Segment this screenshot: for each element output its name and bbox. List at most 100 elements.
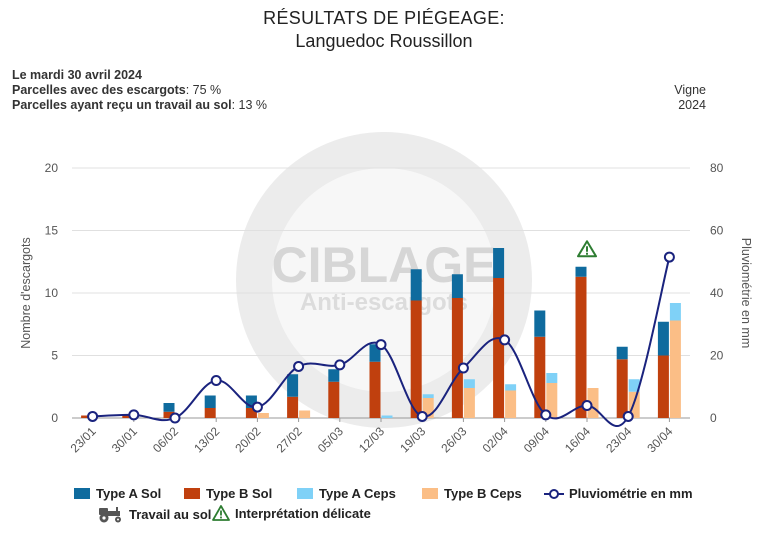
legend-swatch <box>297 488 313 499</box>
legend-label: Type A Sol <box>96 486 162 501</box>
x-tick-label: 19/03 <box>397 424 428 455</box>
rainfall-point <box>251 401 263 413</box>
bar-type-b-ceps <box>422 398 434 418</box>
bar-type-a-ceps <box>669 303 681 321</box>
legend-swatch <box>184 488 200 499</box>
bar-type-a-sol <box>410 269 422 301</box>
y2-tick-label: 20 <box>710 349 724 363</box>
tractor-icon <box>99 507 121 523</box>
x-tick-label: 26/03 <box>438 424 469 455</box>
bar-type-b-sol <box>163 411 175 418</box>
x-tick-label: 30/01 <box>109 424 140 455</box>
bar-type-a-sol <box>204 395 216 408</box>
bar-type-a-sol <box>287 374 299 397</box>
bar-type-a-sol <box>534 310 546 337</box>
bar-type-a-ceps <box>381 415 393 418</box>
bar-type-b-sol <box>616 359 628 418</box>
y-tick-label: 20 <box>45 161 59 175</box>
y-tick-label: 0 <box>51 411 58 425</box>
legend-item-pluviometrie[interactable]: Pluviométrie en mm <box>544 486 693 501</box>
line-marker-icon <box>544 488 564 499</box>
parcelles-label: Parcelles avec des escargots <box>12 83 186 97</box>
bar-type-b-ceps <box>505 390 517 418</box>
parcelles-value: : 75 % <box>185 83 222 97</box>
legend-label: Type B Ceps <box>444 486 522 501</box>
legend-item-type-b-sol[interactable]: Type B Sol <box>184 486 272 501</box>
bar-type-b-sol <box>534 336 546 418</box>
rainfall-point <box>210 375 222 386</box>
rainfall-point <box>375 339 387 351</box>
legend-swatch <box>422 488 438 499</box>
x-tick-label: 13/02 <box>191 424 222 455</box>
legend-label: Interprétation délicate <box>235 505 371 521</box>
rainfall-point <box>499 334 511 346</box>
bar-type-a-ceps <box>463 379 475 388</box>
bar-type-a-sol <box>451 274 463 298</box>
crop-year: 2024 <box>678 98 706 112</box>
rainfall-point <box>581 400 593 411</box>
bar-type-b-sol <box>451 298 463 418</box>
crop-block: Vigne 2024 <box>674 83 706 113</box>
bar-type-a-sol <box>245 395 257 408</box>
rainfall-point <box>622 410 634 422</box>
x-tick-label: 09/04 <box>521 424 552 455</box>
legend-label: Travail au sol <box>129 506 212 522</box>
legend-item-interpretation[interactable]: Interprétation délicate <box>212 505 371 521</box>
warning-icon <box>212 505 230 521</box>
bar-type-a-sol <box>163 403 175 412</box>
travail-label: Parcelles ayant reçu un travail au sol <box>12 98 232 112</box>
crop-label: Vigne <box>674 83 706 97</box>
y2-tick-label: 60 <box>710 224 724 238</box>
bar-type-b-sol <box>287 396 299 418</box>
bar-type-b-sol <box>493 278 505 418</box>
x-tick-label: 30/04 <box>644 424 675 455</box>
bar-type-b-ceps <box>669 320 681 418</box>
bar-type-a-sol <box>328 369 340 382</box>
rainfall-point <box>169 412 181 424</box>
x-tick-label: 23/04 <box>603 424 634 455</box>
bar-type-b-ceps <box>257 413 269 418</box>
bar-type-b-sol <box>410 300 422 418</box>
legend-item-type-a-sol[interactable]: Type A Sol <box>74 486 161 501</box>
travail-line: Parcelles ayant reçu un travail au sol: … <box>12 98 267 113</box>
bar-type-a-ceps <box>628 379 640 392</box>
bar-type-b-sol <box>369 361 381 418</box>
warning-marker-icon <box>577 240 597 258</box>
warning-bar <box>586 246 588 252</box>
x-tick-label: 05/03 <box>315 424 346 455</box>
x-tick-label: 27/02 <box>274 424 305 455</box>
parcelles-line: Parcelles avec des escargots: 75 % <box>12 83 267 98</box>
rainfall-point <box>334 359 346 371</box>
rainfall-point <box>293 360 305 372</box>
bar-type-a-sol <box>575 266 587 277</box>
date-line: Le mardi 30 avril 2024 <box>12 68 142 82</box>
legend-item-travail-au-sol[interactable]: Travail au sol <box>96 505 211 523</box>
y-tick-label: 15 <box>45 224 59 238</box>
legend-label: Type B Sol <box>206 486 273 501</box>
warning-dot <box>586 252 588 255</box>
legend-swatch <box>74 488 90 499</box>
rainfall-point <box>540 409 552 421</box>
rainfall-point <box>416 410 428 422</box>
y2-axis-title: Pluviométrie en mm <box>739 238 753 348</box>
y2-tick-label: 80 <box>710 161 724 175</box>
legend-item-type-b-ceps[interactable]: Type B Ceps <box>422 486 522 501</box>
bar-type-b-sol <box>575 276 587 418</box>
bar-type-b-ceps <box>587 388 599 418</box>
bar-type-a-sol <box>369 344 381 362</box>
info-block: Le mardi 30 avril 2024 Parcelles avec de… <box>12 68 267 113</box>
rainfall-point <box>457 362 469 374</box>
bar-type-a-ceps <box>505 384 517 391</box>
x-tick-label: 06/02 <box>150 424 181 455</box>
y2-tick-label: 40 <box>710 286 724 300</box>
x-tick-label: 23/01 <box>68 424 99 455</box>
x-tick-label: 12/03 <box>356 424 387 455</box>
x-tick-label: 16/04 <box>562 424 593 455</box>
legend-item-type-a-ceps[interactable]: Type A Ceps <box>297 486 396 501</box>
x-tick-label: 02/04 <box>480 424 511 455</box>
chart-subtitle: Languedoc Roussillon <box>295 31 473 51</box>
bar-type-b-sol <box>245 408 257 418</box>
bar-type-a-sol <box>616 346 628 360</box>
